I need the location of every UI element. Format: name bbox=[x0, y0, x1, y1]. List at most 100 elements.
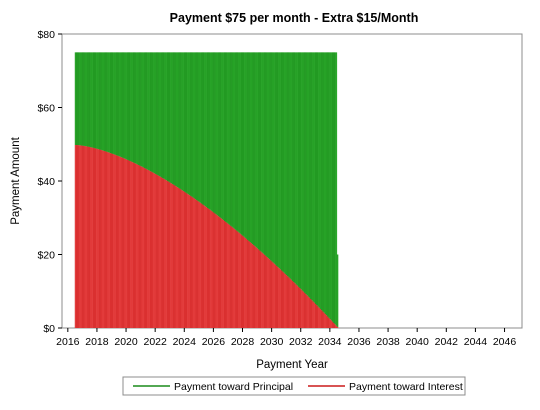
interest-bar bbox=[219, 217, 221, 328]
principal-bar bbox=[143, 52, 145, 168]
interest-bar bbox=[328, 317, 330, 328]
x-tick-label: 2022 bbox=[143, 336, 167, 348]
principal-bar bbox=[180, 52, 182, 190]
interest-bar bbox=[149, 170, 151, 328]
principal-bar bbox=[301, 52, 304, 291]
principal-bar bbox=[289, 52, 292, 279]
interest-bar bbox=[276, 265, 278, 328]
bar-separators bbox=[74, 52, 338, 328]
principal-bar bbox=[272, 52, 275, 263]
principal-bar bbox=[84, 52, 87, 147]
legend-label-principal: Payment toward Principal bbox=[174, 381, 293, 393]
interest-bar bbox=[119, 156, 122, 328]
interest-bar bbox=[150, 171, 152, 328]
principal-bar bbox=[127, 52, 129, 160]
interest-bar bbox=[140, 166, 142, 328]
interest-bar bbox=[147, 169, 150, 328]
principal-bar bbox=[249, 52, 251, 243]
interest-bar bbox=[207, 208, 209, 328]
interest-bar bbox=[94, 148, 96, 328]
principal-bar bbox=[181, 52, 184, 191]
interest-bar bbox=[146, 169, 148, 328]
interest-bar bbox=[99, 149, 101, 328]
interest-bar bbox=[293, 282, 295, 328]
principal-bar bbox=[293, 52, 295, 283]
interest-bar bbox=[206, 207, 208, 328]
interest-bar bbox=[244, 237, 247, 328]
interest-bar bbox=[283, 272, 285, 328]
principal-bar bbox=[281, 52, 283, 271]
principal-bar bbox=[333, 52, 335, 323]
principal-bar bbox=[230, 52, 232, 226]
principal-bar bbox=[297, 52, 299, 286]
principal-bar bbox=[237, 52, 239, 232]
principal-bar bbox=[248, 52, 250, 241]
interest-bar bbox=[314, 302, 316, 328]
principal-bar bbox=[149, 52, 151, 171]
interest-bar bbox=[280, 269, 282, 328]
principal-bar bbox=[186, 52, 188, 194]
principal-bar bbox=[306, 52, 309, 296]
principal-bar bbox=[278, 52, 281, 269]
interest-bar bbox=[299, 288, 301, 328]
interest-bar bbox=[172, 184, 174, 328]
principal-bar bbox=[332, 52, 334, 322]
interest-bar bbox=[289, 278, 292, 328]
interest-bar bbox=[215, 214, 218, 328]
principal-bar bbox=[227, 52, 230, 224]
interest-bar bbox=[141, 166, 144, 328]
principal-bar bbox=[133, 52, 135, 163]
interest-bar bbox=[175, 186, 177, 328]
interest-bar bbox=[200, 202, 202, 328]
interest-bar bbox=[180, 189, 182, 328]
principal-bar bbox=[135, 52, 137, 164]
principal-bar bbox=[190, 52, 192, 196]
interest-bar bbox=[95, 148, 97, 328]
principal-bar bbox=[327, 52, 329, 317]
principal-bar bbox=[259, 52, 261, 251]
principal-bar bbox=[86, 52, 88, 147]
interest-bar bbox=[294, 283, 296, 328]
interest-bar bbox=[168, 181, 170, 328]
principal-bar bbox=[252, 52, 254, 245]
interest-bar bbox=[312, 301, 315, 328]
principal-bar bbox=[117, 52, 119, 156]
interest-bar bbox=[110, 153, 112, 328]
principal-bar bbox=[305, 52, 307, 295]
interest-bar bbox=[217, 215, 219, 328]
principal-bar bbox=[168, 52, 170, 182]
principal-bar bbox=[277, 52, 279, 268]
principal-bar bbox=[254, 52, 256, 247]
interest-bar bbox=[78, 145, 80, 328]
principal-bar bbox=[288, 52, 290, 278]
interest-bar bbox=[161, 177, 163, 328]
interest-bar bbox=[259, 250, 261, 328]
principal-bar bbox=[138, 52, 140, 165]
principal-bar bbox=[226, 52, 228, 223]
x-tick-label: 2042 bbox=[435, 336, 459, 348]
principal-bar bbox=[229, 52, 231, 225]
principal-bar bbox=[232, 52, 235, 228]
interest-bar bbox=[157, 175, 159, 328]
principal-bar bbox=[326, 52, 328, 316]
interest-bar bbox=[124, 158, 127, 328]
interest-bar bbox=[145, 168, 147, 328]
interest-bar bbox=[122, 157, 124, 328]
principal-bar bbox=[236, 52, 238, 231]
principal-bar bbox=[316, 52, 318, 306]
interest-bar bbox=[156, 174, 158, 328]
x-axis: 2016 2018 2020 2022 2024 2026 2028 2030 2032 2034… bbox=[56, 328, 516, 348]
interest-bar bbox=[209, 209, 211, 328]
principal-bar bbox=[132, 52, 134, 163]
interest-bar bbox=[144, 168, 146, 328]
interest-bar bbox=[167, 181, 169, 328]
principal-bar bbox=[109, 52, 111, 153]
principal-bar bbox=[93, 52, 95, 148]
interest-bar bbox=[242, 235, 244, 328]
interest-bar bbox=[266, 257, 268, 328]
principal-bar bbox=[267, 52, 270, 259]
interest-bar bbox=[130, 161, 133, 328]
y-axis-label: Payment Amount bbox=[10, 136, 22, 224]
interest-bar bbox=[170, 183, 173, 328]
y-tick-label: $0 bbox=[43, 323, 55, 335]
